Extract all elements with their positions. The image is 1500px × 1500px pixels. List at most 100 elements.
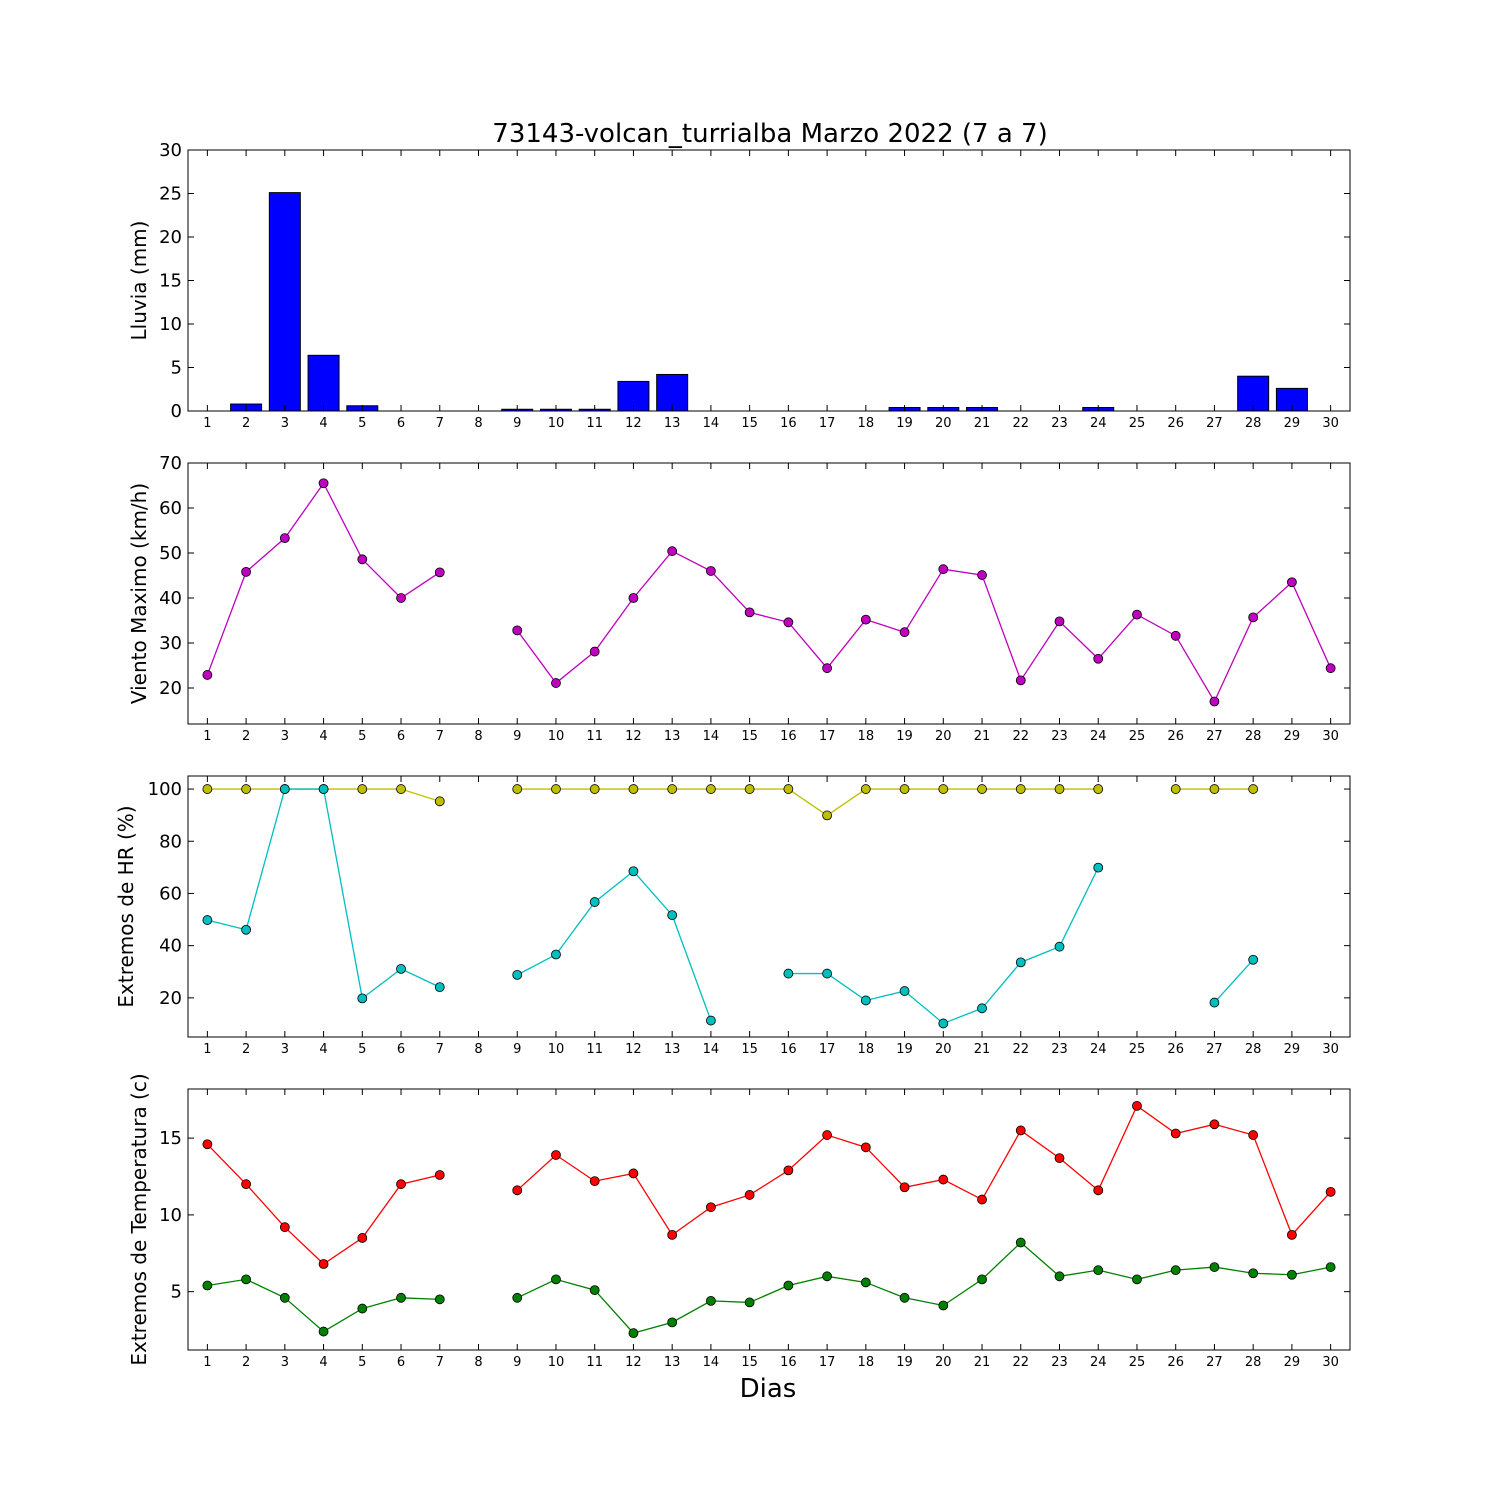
xtick-label-lluvia-5: 5 [358,416,366,431]
point-viento-series-0-day-21 [977,570,987,580]
line-viento-series-0 [516,550,1332,703]
xtick-label-hr-17: 17 [819,1042,836,1057]
xtick-label-hr-19: 19 [896,1042,913,1057]
xtick-label-viento-26: 26 [1167,729,1184,744]
xtick-label-lluvia-21: 21 [974,416,991,431]
point-hr-series-0-day-19 [899,784,910,794]
xtick-label-viento-16: 16 [780,729,797,744]
xtick-label-viento-12: 12 [625,729,642,744]
xtick-label-temperatura-8: 8 [474,1355,482,1370]
xtick-label-viento-29: 29 [1284,729,1301,744]
xtick-label-temperatura-21: 21 [974,1355,991,1370]
point-temperatura-series-1-day-9 [512,1292,523,1303]
xtick-label-hr-24: 24 [1090,1042,1107,1057]
xtick-label-temperatura-3: 3 [281,1355,289,1370]
point-temperatura-series-1-day-25 [1132,1274,1142,1285]
point-viento-series-0-day-29 [1287,577,1297,588]
point-viento-series-0-day-23 [1054,616,1065,627]
xtick-label-temperatura-18: 18 [858,1355,875,1370]
point-hr-series-1-day-10 [551,949,561,960]
xtick-label-temperatura-23: 23 [1051,1355,1068,1370]
point-temperatura-series-1-day-19 [899,1292,910,1303]
xtick-label-hr-29: 29 [1284,1042,1301,1057]
xtick-label-hr-1: 1 [203,1042,211,1057]
point-viento-series-0-day-6 [396,593,406,603]
point-temperatura-series-0-day-6 [396,1179,406,1190]
point-hr-series-0-day-9 [512,784,523,794]
point-viento-series-0-day-18 [860,614,871,625]
xtick-label-lluvia-7: 7 [436,416,444,431]
point-temperatura-series-1-day-24 [1093,1265,1104,1276]
xtick-label-lluvia-3: 3 [281,416,289,431]
point-viento-series-0-day-12 [628,593,639,603]
point-temperatura-series-0-day-22 [1015,1125,1026,1136]
point-temperatura-series-1-day-15 [744,1297,755,1308]
xtick-label-lluvia-2: 2 [242,416,250,431]
xtick-label-viento-13: 13 [664,729,681,744]
point-hr-series-0-day-7 [434,796,445,807]
xtick-label-hr-18: 18 [858,1042,875,1057]
point-viento-series-0-day-17 [822,663,832,674]
point-hr-series-1-day-22 [1015,957,1026,968]
point-hr-series-1-day-2 [241,924,252,935]
xtick-label-hr-30: 30 [1322,1042,1339,1057]
point-hr-series-1-day-27 [1209,997,1220,1008]
point-temperatura-series-0-day-7 [434,1170,445,1180]
point-hr-series-1-day-16 [783,968,794,979]
xtick-label-lluvia-16: 16 [780,416,797,431]
point-hr-series-0-day-14 [706,784,716,794]
xtick-label-viento-11: 11 [586,729,603,744]
xtick-label-hr-23: 23 [1051,1042,1068,1057]
xtick-label-viento-5: 5 [358,729,366,744]
xtick-label-viento-30: 30 [1322,729,1339,744]
xtick-label-viento-22: 22 [1012,729,1029,744]
xtick-label-viento-9: 9 [513,729,521,744]
point-temperatura-series-0-day-13 [667,1229,678,1240]
point-temperatura-series-1-day-18 [860,1277,871,1288]
xtick-label-lluvia-6: 6 [397,416,405,431]
xtick-label-hr-25: 25 [1129,1042,1146,1057]
xtick-label-hr-13: 13 [664,1042,681,1057]
point-viento-series-0-day-3 [279,533,290,544]
point-viento-series-0-day-26 [1170,630,1181,641]
ytick-label-hr-80: 80 [159,831,182,852]
point-hr-series-0-day-24 [1093,784,1104,794]
point-viento-series-0-day-10 [551,678,561,688]
point-temperatura-series-0-day-21 [977,1194,987,1205]
xtick-label-temperatura-27: 27 [1206,1355,1223,1370]
point-hr-series-0-day-1 [202,784,213,794]
xtick-label-lluvia-18: 18 [858,416,875,431]
xtick-label-lluvia-13: 13 [664,416,681,431]
point-hr-series-0-day-5 [357,784,368,794]
xtick-label-lluvia-1: 1 [203,416,211,431]
point-viento-series-0-day-1 [202,670,213,680]
point-temperatura-series-0-day-26 [1170,1128,1181,1139]
xtick-label-viento-20: 20 [935,729,952,744]
panels: 1 2 3 4 5 6 7 8 9 10 11 12 13 14 15 16 17 18 19 20 21 22 23 24 2… [114,140,1351,1370]
ytick-label-hr-100: 100 [148,779,182,800]
xtick-label-viento-17: 17 [819,729,836,744]
axes-frame-temperatura [187,1088,1351,1351]
y-axis-label-lluvia: Lluvia (mm) [127,221,151,341]
xtick-label-lluvia-25: 25 [1129,416,1146,431]
xtick-label-temperatura-16: 16 [780,1355,797,1370]
xtick-label-lluvia-24: 24 [1090,416,1107,431]
point-hr-series-0-day-10 [551,784,561,794]
xtick-label-temperatura-26: 26 [1167,1355,1184,1370]
xtick-label-viento-10: 10 [548,729,565,744]
ytick-label-temperatura-5: 5 [171,1282,182,1303]
point-viento-series-0-day-4 [318,478,329,489]
point-temperatura-series-1-day-4 [318,1326,329,1337]
xtick-label-hr-27: 27 [1206,1042,1223,1057]
point-temperatura-series-0-day-16 [783,1165,794,1176]
ytick-label-lluvia-15: 15 [159,271,182,292]
xtick-label-temperatura-17: 17 [819,1355,836,1370]
point-hr-series-1-day-1 [202,915,213,925]
point-viento-series-0-day-2 [241,567,252,577]
point-hr-series-0-day-22 [1015,784,1026,794]
xtick-label-hr-22: 22 [1012,1042,1029,1057]
xtick-label-viento-4: 4 [319,729,327,744]
xtick-label-hr-12: 12 [625,1042,642,1057]
xtick-label-lluvia-8: 8 [474,416,482,431]
